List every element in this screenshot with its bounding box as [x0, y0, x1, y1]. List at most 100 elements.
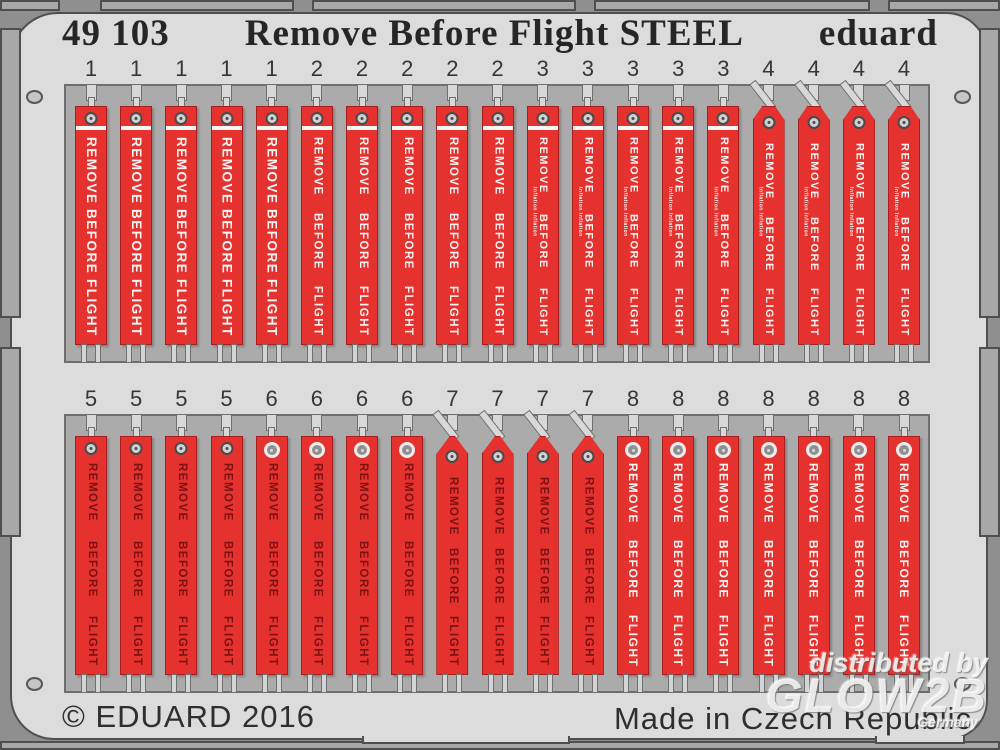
tag-group-number: 5 [84, 386, 98, 411]
tag-group-number: 2 [491, 56, 504, 81]
tag-text: REMOVE BEFORE FLIGHT [844, 463, 874, 667]
tag-text: REMOVE BEFORE FLIGHT [437, 137, 467, 337]
brand-logo: eduard [818, 13, 938, 54]
tag-group-number: 8 [672, 386, 685, 411]
tag-text: REMOVE BEFORE FLIGHT [573, 137, 603, 337]
tag-text-word: REMOVE [401, 463, 414, 522]
tag-text-word: REMOVE [447, 477, 460, 536]
tag-text-word: REMOVE [174, 137, 190, 205]
frame-segment [0, 28, 21, 318]
rbf-tag: REMOVE BEFORE FLIGHT [481, 436, 514, 675]
tag-text-word: BEFORE [447, 547, 460, 605]
tag-group-number: 8 [762, 386, 775, 411]
attachment-notch [628, 85, 638, 100]
tag-group-number: 7 [446, 386, 459, 411]
tag-text-word: FLIGHT [537, 616, 550, 667]
fret-hole [26, 677, 43, 691]
bottom-attachment-strip [909, 675, 914, 692]
grommet-icon [265, 112, 279, 125]
tag-text-word: REMOVE [311, 137, 324, 196]
tag-column: 2 REMOVE BEFORE FLIGHT [385, 56, 430, 368]
bottom-attachment-strip [638, 345, 643, 362]
tag-text-word: REMOVE [626, 463, 641, 525]
tag-text-word: FLIGHT [853, 288, 866, 337]
tag-group-number: 1 [130, 56, 143, 81]
tag-text-word: REMOVE [853, 143, 866, 200]
tag-text: REMOVE BEFORE FLIGHT [618, 463, 648, 667]
tag-white-bar [76, 126, 106, 130]
bottom-attachment-strip [217, 345, 222, 362]
bottom-attachment-strip [804, 345, 809, 362]
tag-text-word: FLIGHT [582, 288, 595, 337]
bottom-attachment-strip [398, 675, 403, 692]
rbf-tag: REMOVE BEFORE FLIGHT [75, 106, 107, 345]
bottom-attachment-strip [307, 345, 312, 362]
bottom-attachment-strip [547, 675, 552, 692]
tag-text-word: BEFORE [627, 213, 640, 269]
tag-small-text: Inflation Inflation [531, 187, 538, 237]
bottom-attachment-strip [818, 345, 823, 362]
bottom-attachment-strip [638, 675, 643, 692]
tag-text: REMOVE BEFORE FLIGHT [663, 463, 693, 667]
tag-column: 8 REMOVE BEFORE FLIGHT [701, 386, 746, 698]
tag-text-word: REMOVE [671, 463, 686, 525]
attachment-notch [357, 415, 367, 430]
tag-text-word: REMOVE [130, 463, 143, 522]
tag-text-word: REMOVE [672, 137, 685, 194]
bottom-attachment-strip [578, 345, 583, 362]
tag-column: 5 REMOVE BEFORE FLIGHT [69, 386, 114, 698]
tag-text-word: FLIGHT [176, 616, 189, 667]
rbf-tag: REMOVE BEFORE FLIGHT [436, 106, 469, 345]
tag-column: 4 REMOVE BEFORE FLIGHT Inflation Inflation [882, 56, 927, 368]
bottom-attachment-strip [443, 345, 448, 362]
tag-text-word: REMOVE [83, 137, 99, 205]
tag-text-word: REMOVE [627, 137, 640, 194]
rbf-tag: REMOVE BEFORE FLIGHT [346, 106, 379, 345]
bottom-attachment-strip [624, 675, 629, 692]
attachment-notch [538, 85, 548, 100]
bottom-attachment-strip [443, 675, 448, 692]
grommet-icon [762, 116, 776, 129]
tag-group-number: 1 [220, 56, 233, 81]
tag-column: 3 REMOVE BEFORE FLIGHT Inflation Inflation [611, 56, 656, 368]
rbf-tag: REMOVE BEFORE FLIGHT [255, 106, 288, 345]
tag-small-text: Inflation Inflation [712, 187, 719, 237]
tag-group-number: 6 [310, 386, 323, 411]
tag-text-word: REMOVE [897, 463, 912, 525]
bottom-attachment-strip [488, 345, 493, 362]
bottom-attachment-strip [307, 675, 312, 692]
tag-text-word: FLIGHT [537, 288, 550, 337]
tag-text-word: FLIGHT [356, 616, 369, 667]
attachment-notch [131, 415, 141, 430]
attachment-bridge [540, 98, 546, 108]
attachment-notch [854, 85, 864, 100]
tag-text-word: REMOVE [806, 463, 821, 525]
tag-text-word: BEFORE [808, 216, 821, 272]
tag-text: REMOVE BEFORE FLIGHT [121, 463, 151, 667]
attachment-notch [493, 85, 503, 100]
tag-white-bar [301, 126, 332, 130]
tag-group-number: 4 [852, 56, 865, 81]
tag-group-number: 2 [401, 56, 414, 81]
tag-small-text: Inflation Inflation [893, 187, 900, 237]
tag-text-word: REMOVE [898, 143, 911, 200]
tag-white-bar [256, 126, 287, 130]
tag-text-word: BEFORE [311, 540, 324, 598]
tag-text-word: FLIGHT [716, 614, 731, 667]
bottom-attachment-strip [276, 345, 281, 362]
tag-group-number: 7 [581, 386, 594, 411]
grommet-icon [129, 112, 143, 125]
grommet-icon [670, 442, 687, 458]
tag-text: REMOVE BEFORE FLIGHT [799, 463, 829, 667]
tag-group-number: 4 [897, 56, 911, 81]
rbf-tag: REMOVE BEFORE FLIGHT [526, 436, 559, 675]
grommet-icon [308, 442, 325, 458]
tag-text-word: FLIGHT [898, 288, 911, 337]
attachment-bridge [720, 428, 726, 438]
tag-column: 5 REMOVE BEFORE FLIGHT [204, 386, 249, 698]
grommet-icon [536, 450, 550, 463]
bottom-attachment-strip [849, 345, 854, 362]
bottom-attachment-strip [321, 675, 326, 692]
tag-small-text: Inflation Inflation [847, 187, 854, 237]
